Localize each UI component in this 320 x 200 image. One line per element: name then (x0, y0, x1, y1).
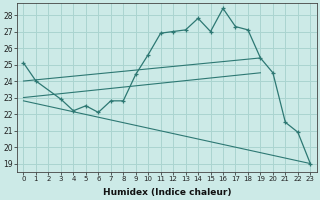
X-axis label: Humidex (Indice chaleur): Humidex (Indice chaleur) (103, 188, 231, 197)
